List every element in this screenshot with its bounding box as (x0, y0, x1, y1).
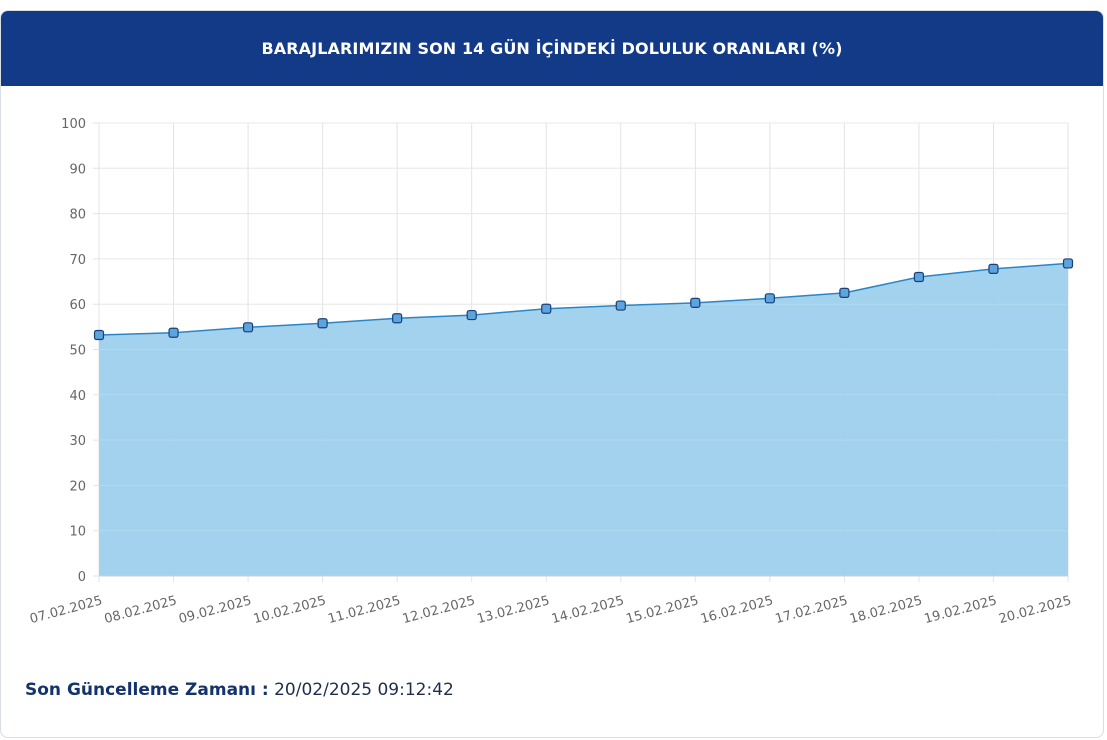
y-tick-label: 40 (69, 389, 86, 404)
data-point (392, 313, 403, 324)
x-tick-label: 14.02.2025 (550, 593, 626, 627)
x-tick-label: 10.02.2025 (252, 593, 328, 627)
x-tick-label: 11.02.2025 (326, 593, 402, 627)
series-area (99, 263, 1068, 576)
x-tick-label: 16.02.2025 (699, 593, 775, 627)
y-tick-label: 100 (61, 117, 86, 132)
x-tick-label: 09.02.2025 (177, 593, 253, 627)
data-point (466, 309, 477, 321)
data-point (242, 322, 254, 333)
y-tick-label: 80 (69, 208, 86, 223)
x-tick-label: 08.02.2025 (103, 593, 179, 627)
y-tick-label: 10 (69, 525, 86, 540)
x-tick-label: 12.02.2025 (401, 593, 477, 627)
y-tick-label: 30 (69, 434, 86, 449)
y-tick-label: 90 (69, 162, 86, 177)
data-point (93, 329, 105, 341)
y-tick-label: 60 (69, 298, 86, 313)
y-tick-label: 70 (69, 253, 86, 268)
y-tick-label: 20 (69, 479, 86, 494)
y-tick-label: 0 (78, 570, 86, 585)
x-tick-label: 17.02.2025 (774, 593, 850, 627)
x-tick-label: 15.02.2025 (625, 593, 701, 627)
data-point (168, 327, 179, 338)
data-point (839, 287, 850, 298)
x-tick-label: 19.02.2025 (923, 593, 999, 627)
last-update-value: 20/02/2025 09:12:42 (274, 680, 454, 700)
chart-title: BARAJLARIMIZIN SON 14 GÜN İÇİNDEKİ DOLUL… (261, 39, 843, 58)
x-tick-label: 18.02.2025 (848, 593, 924, 627)
y-tick-label: 50 (69, 344, 86, 359)
data-point (615, 300, 626, 311)
x-tick-label: 20.02.2025 (997, 593, 1073, 627)
data-point (541, 303, 552, 314)
data-point (764, 293, 775, 304)
last-update-label: Son Güncelleme Zamanı : (25, 680, 269, 700)
data-point (317, 318, 328, 329)
x-tick-label: 07.02.2025 (28, 593, 104, 627)
data-point (988, 263, 999, 274)
series-line (98, 262, 1069, 336)
data-point (690, 297, 701, 308)
card-header: BARAJLARIMIZIN SON 14 GÜN İÇİNDEKİ DOLUL… (1, 11, 1103, 86)
x-tick-label: 13.02.2025 (475, 593, 551, 627)
data-point (1062, 258, 1074, 269)
data-point (913, 271, 925, 283)
last-update: Son Güncelleme Zamanı : 20/02/2025 09:12… (25, 680, 454, 700)
